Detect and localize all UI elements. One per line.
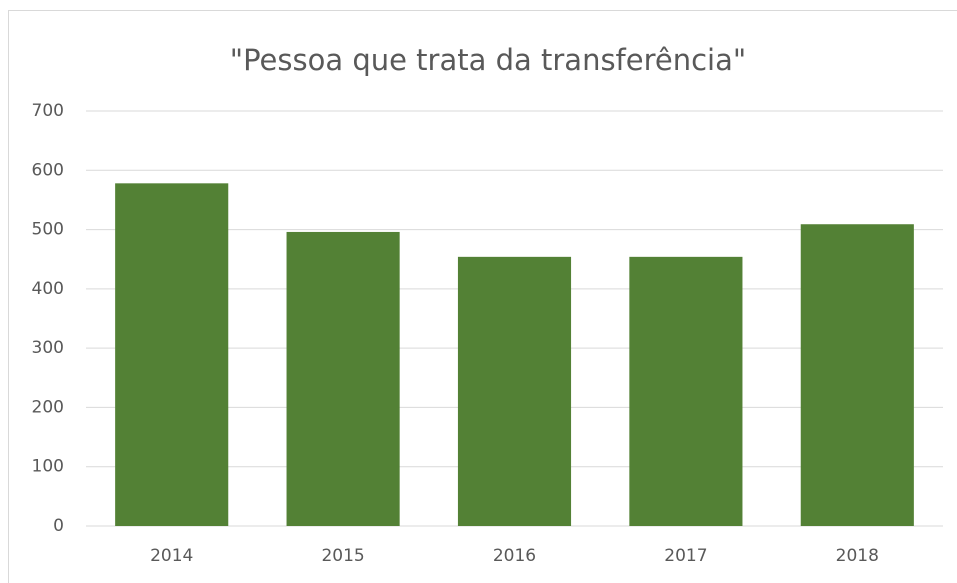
- bar: [286, 231, 400, 526]
- bar: [457, 256, 572, 526]
- y-tick-label: 400: [32, 279, 64, 299]
- x-tick-label: 2016: [493, 546, 536, 566]
- y-tick-label: 0: [53, 516, 64, 536]
- y-tick-label: 300: [32, 338, 64, 358]
- x-tick-label: 2017: [664, 546, 707, 566]
- y-tick-label: 700: [32, 101, 64, 121]
- y-tick-label: 100: [32, 457, 64, 477]
- chart-title: "Pessoa que trata da transferência": [230, 43, 746, 77]
- x-tick-label: 2018: [836, 546, 879, 566]
- x-tick-label: 2014: [150, 546, 193, 566]
- bar: [800, 224, 914, 526]
- bar: [629, 256, 743, 526]
- y-tick-label: 500: [32, 220, 64, 240]
- y-tick-label: 600: [32, 160, 64, 180]
- y-tick-label: 200: [32, 397, 64, 417]
- bar: [115, 183, 229, 527]
- x-tick-label: 2015: [321, 546, 364, 566]
